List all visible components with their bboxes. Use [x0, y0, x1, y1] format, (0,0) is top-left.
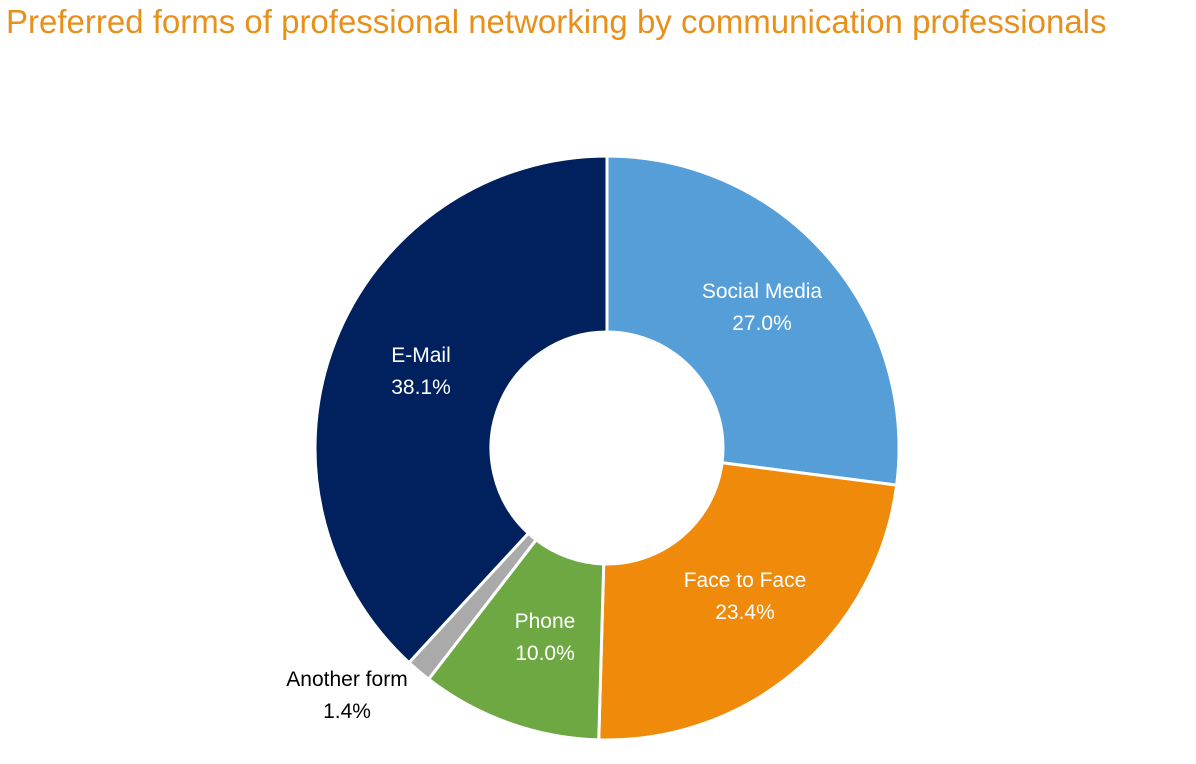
value-label-e-mail: 38.1%: [391, 376, 451, 399]
slice-social-media: [605, 154, 901, 487]
label-e-mail: E-Mail: [391, 344, 451, 367]
chart-title: Preferred forms of professional networki…: [6, 3, 1107, 40]
slice-face-to-face: [597, 461, 899, 742]
donut-labels: Social Media 27.0% Face to Face 23.4% Phone 1…: [286, 280, 822, 723]
label-social-media: Social Media: [702, 280, 823, 303]
slice-e-mail: [313, 154, 609, 665]
donut-slices: [313, 154, 901, 742]
value-label-social-media: 27.0%: [732, 312, 792, 335]
value-label-face-to-face: 23.4%: [715, 601, 775, 624]
label-another-form: Another form: [286, 668, 407, 691]
label-phone: Phone: [515, 610, 576, 633]
label-face-to-face: Face to Face: [684, 569, 807, 592]
value-label-another-form: 1.4%: [323, 700, 371, 723]
value-label-phone: 10.0%: [515, 642, 575, 665]
